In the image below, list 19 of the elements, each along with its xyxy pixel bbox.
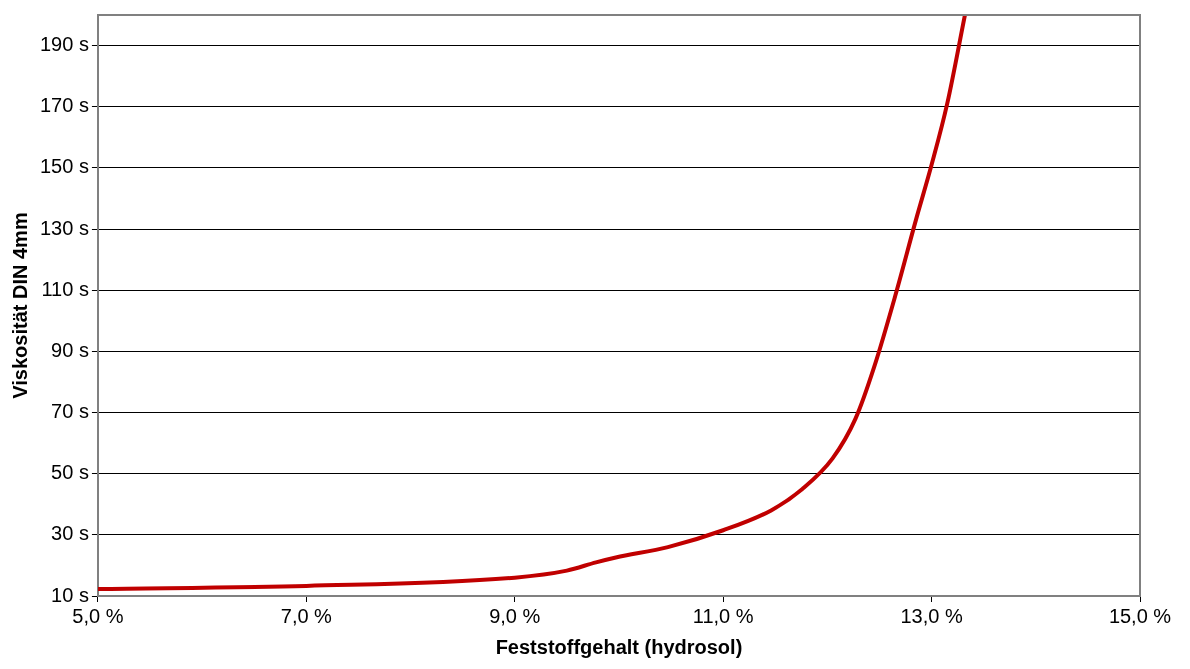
y-tick-label: 130 s	[39, 216, 89, 239]
x-tick-label: 9,0 %	[489, 604, 541, 627]
x-tick-label: 7,0 %	[280, 604, 333, 627]
y-tick-label: 30 s	[51, 522, 89, 545]
x-tick-label: 11,0 %	[692, 604, 754, 627]
y-tick-label: 50 s	[51, 461, 89, 484]
y-axis-title: Viskosität DIN 4mm	[8, 212, 31, 399]
x-tick-label: 5,0 %	[72, 604, 124, 627]
y-tick-label: 10 s	[51, 583, 89, 606]
line-series	[97, 15, 967, 591]
y-tick-label: 70 s	[51, 400, 89, 423]
y-tick-label: 170 s	[39, 94, 89, 117]
x-axis-title: Feststoffgehalt (hydrosol)	[495, 635, 743, 658]
x-tick-label: 15,0 %	[1108, 604, 1172, 627]
y-tick-label: 90 s	[51, 338, 89, 361]
y-tick-label: 190 s	[39, 33, 89, 56]
y-tick-label: 110 s	[41, 277, 89, 300]
y-tick-label: 150 s	[39, 155, 89, 178]
x-tick-label: 13,0 %	[900, 604, 963, 627]
